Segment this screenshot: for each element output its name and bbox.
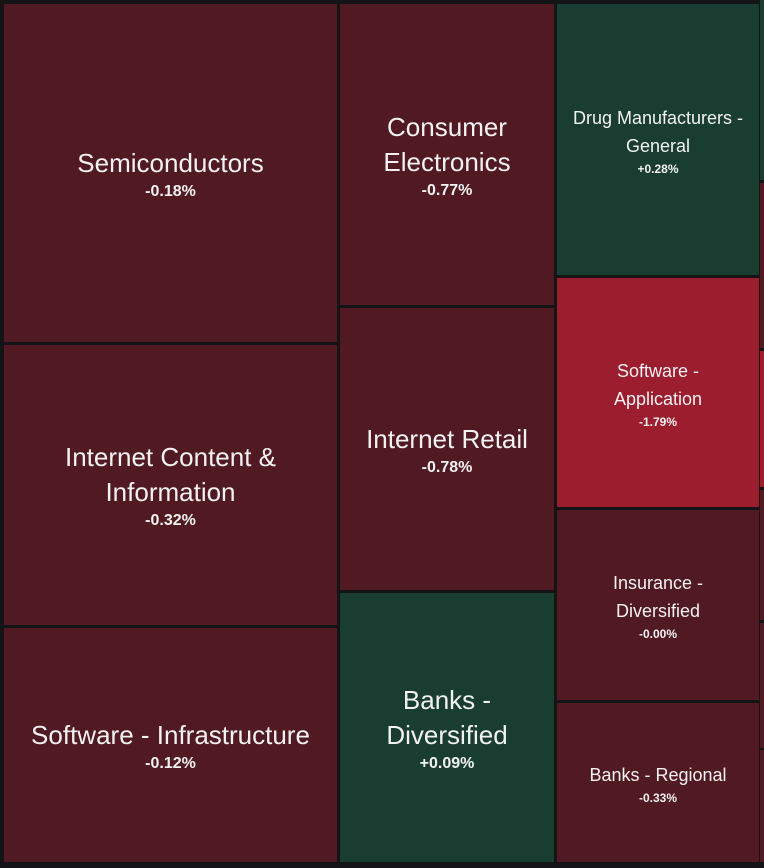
tile-label: Internet Content & Information <box>64 442 277 507</box>
tile-consumer-electronics[interactable]: Consumer Electronics -0.77% <box>340 4 554 305</box>
tile-label: Software - Application <box>613 360 703 409</box>
tile-insurance-diversified[interactable]: Insurance - Diversified -0.00% <box>557 510 759 700</box>
tile-change-value: -1.79% <box>638 414 678 429</box>
tile-software-infrastructure[interactable]: Software - Infrastructure -0.12% <box>4 628 337 862</box>
tile-label: Banks - Regional <box>589 764 727 785</box>
tile-label: Internet Retail <box>366 423 528 454</box>
tile-internet-content-and-information[interactable]: Internet Content & Information -0.32% <box>4 345 337 625</box>
tile-software-application[interactable]: Software - Application -1.79% <box>557 278 759 507</box>
tile-label: Drug Manufacturers - General <box>572 107 744 156</box>
tile-banks-regional[interactable]: Banks - Regional -0.33% <box>557 703 759 862</box>
tile-change-value: -0.00% <box>638 627 678 641</box>
edge-tile-fragment <box>760 183 764 348</box>
tile-change-value: -0.18% <box>145 182 196 200</box>
edge-tile-fragment <box>760 490 764 620</box>
tile-change-value: -0.77% <box>421 181 473 199</box>
tile-label: Insurance - Diversified <box>612 573 704 621</box>
tile-label: Software - Infrastructure <box>31 719 310 750</box>
tile-change-value: +0.09% <box>419 754 475 772</box>
edge-tile-fragment <box>760 351 764 487</box>
edge-tile-fragment <box>760 750 764 862</box>
tile-change-value: +0.28% <box>637 161 679 176</box>
tile-banks-diversified[interactable]: Banks - Diversified +0.09% <box>340 593 554 862</box>
tile-change-value: -0.33% <box>638 790 678 805</box>
tile-change-value: -0.12% <box>145 754 196 772</box>
edge-tile-fragment <box>760 623 764 748</box>
tile-change-value: -0.32% <box>145 512 196 529</box>
tile-label: Banks - Diversified <box>386 684 508 750</box>
tile-change-value: -0.78% <box>421 458 473 476</box>
tile-internet-retail[interactable]: Internet Retail -0.78% <box>340 308 554 590</box>
tile-semiconductors[interactable]: Semiconductors -0.18% <box>4 4 337 342</box>
tile-label: Consumer Electronics <box>383 111 511 177</box>
edge-tile-fragment <box>760 0 764 180</box>
tile-drug-manufacturers-general[interactable]: Drug Manufacturers - General +0.28% <box>557 4 759 275</box>
tile-label: Semiconductors <box>77 147 264 178</box>
